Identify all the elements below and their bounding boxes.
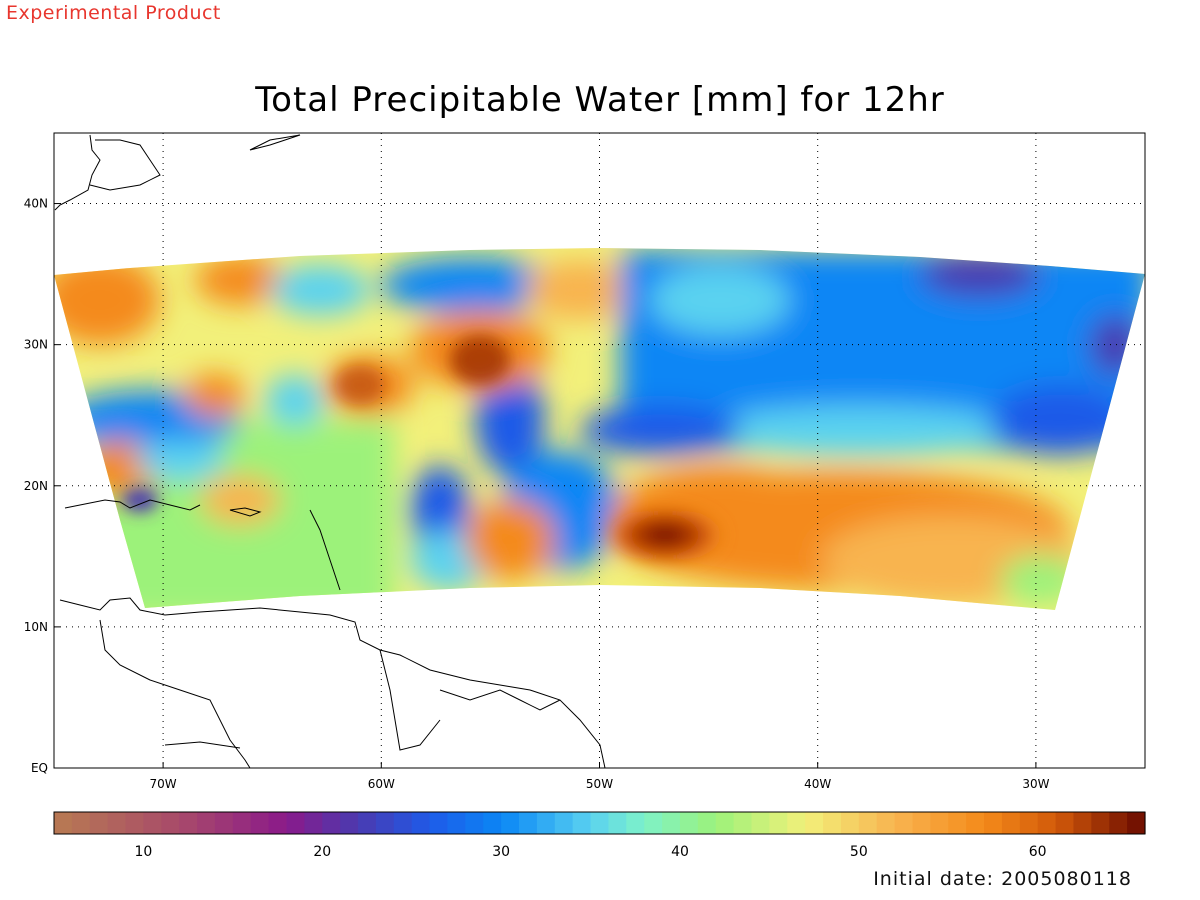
colorbar-cell bbox=[375, 812, 395, 834]
colorbar-cell bbox=[214, 812, 234, 834]
colorbar-cell bbox=[125, 812, 145, 834]
colorbar-tick-label: 60 bbox=[1029, 844, 1047, 860]
colorbar-cell bbox=[179, 812, 198, 834]
colorbar-cell bbox=[340, 812, 359, 834]
colorbar-cell bbox=[590, 812, 610, 834]
colorbar-cell bbox=[358, 812, 377, 834]
colorbar-cell bbox=[1037, 812, 1057, 834]
colorbar-cell bbox=[608, 812, 627, 834]
colorbar-cell bbox=[715, 812, 735, 834]
colorbar-cell bbox=[519, 812, 538, 834]
north-america-coast bbox=[54, 134, 101, 211]
colorbar-cell bbox=[286, 812, 305, 834]
colorbar-cell bbox=[733, 812, 753, 834]
colorbar-cell bbox=[984, 812, 1003, 834]
colorbar-frame bbox=[53, 811, 1146, 835]
colorbar-cell bbox=[107, 812, 127, 834]
colorbar-cell bbox=[429, 812, 449, 834]
colorbar-cell bbox=[644, 812, 663, 834]
colorbar-cell bbox=[89, 812, 109, 834]
suriname-border bbox=[439, 689, 561, 711]
colorbar-cell bbox=[626, 812, 645, 834]
colorbar-cell bbox=[662, 812, 681, 834]
colorbar-cell bbox=[161, 812, 180, 834]
colorbar-cell bbox=[411, 812, 431, 834]
colorbar-cell bbox=[876, 812, 896, 834]
colorbar-cell bbox=[501, 812, 520, 834]
puerto-rico bbox=[229, 507, 262, 517]
colorbar-cell bbox=[787, 812, 806, 834]
lat-tick-label: 20N bbox=[24, 479, 48, 493]
lon-tick-label: 40W bbox=[804, 777, 831, 791]
colorbar-cell bbox=[840, 812, 860, 834]
colorbar-cell bbox=[572, 812, 592, 834]
colorbar: 10 20 30 40 50 60 bbox=[53, 811, 1146, 860]
colorbar-cell bbox=[1073, 812, 1092, 834]
colorbar-cell bbox=[268, 812, 288, 834]
hispaniola-coast bbox=[64, 499, 201, 511]
colorbar-cell bbox=[232, 812, 252, 834]
colorbar-cell bbox=[1019, 812, 1039, 834]
lat-tick-label: 10N bbox=[24, 620, 48, 634]
colorbar-cell bbox=[483, 812, 502, 834]
colorbar-cell bbox=[71, 812, 91, 834]
colorbar-cell bbox=[769, 812, 788, 834]
lon-tick-label: 50W bbox=[586, 777, 613, 791]
colorbar-cell bbox=[465, 812, 484, 834]
latitude-labels: EQ 10N 20N 30N 40N bbox=[24, 197, 60, 775]
colorbar-cell bbox=[143, 812, 162, 834]
brazil-border bbox=[164, 741, 241, 749]
colorbar-cell bbox=[1055, 812, 1075, 834]
colorbar-cell bbox=[966, 812, 985, 834]
lon-tick-label: 70W bbox=[150, 777, 177, 791]
lat-tick-label: 40N bbox=[24, 197, 48, 211]
colorbar-tick-label: 10 bbox=[135, 844, 153, 860]
colorbar-tick-label: 50 bbox=[850, 844, 868, 860]
lesser-antilles bbox=[309, 509, 341, 591]
colorbar-cell bbox=[536, 812, 556, 834]
lon-tick-label: 30W bbox=[1022, 777, 1049, 791]
colorbar-tick-labels: 10 20 30 40 50 60 bbox=[135, 844, 1047, 860]
colorbar-cell bbox=[805, 812, 824, 834]
colorbar-tick-label: 40 bbox=[671, 844, 689, 860]
lat-tick-label: 30N bbox=[24, 338, 48, 352]
colorbar-cell bbox=[858, 812, 878, 834]
colorbar-cell bbox=[304, 812, 323, 834]
colorbar-cell bbox=[1127, 812, 1146, 834]
coastlines bbox=[54, 134, 606, 768]
precipitable-water-field bbox=[54, 248, 1145, 610]
colorbar-cell bbox=[751, 812, 771, 834]
venezuela-interior bbox=[99, 619, 251, 768]
lat-tick-label: EQ bbox=[31, 761, 48, 775]
colorbar-cell bbox=[322, 812, 341, 834]
colorbar-cell bbox=[197, 812, 216, 834]
colorbar-cell bbox=[948, 812, 967, 834]
south-america-coast bbox=[59, 597, 606, 768]
colorbar-cell bbox=[1091, 812, 1110, 834]
colorbar-cell bbox=[1109, 812, 1128, 834]
newfoundland bbox=[249, 134, 301, 151]
colorbar-cell bbox=[447, 812, 466, 834]
colorbar-cell bbox=[679, 812, 699, 834]
colorbar-tick-label: 20 bbox=[313, 844, 331, 860]
colorbar-cell bbox=[894, 812, 914, 834]
colorbar-cell bbox=[250, 812, 270, 834]
colorbar-cell bbox=[823, 812, 842, 834]
experimental-product-label: Experimental Product bbox=[6, 2, 221, 24]
colorbar-cell bbox=[912, 812, 931, 834]
colorbar-cell bbox=[54, 812, 73, 834]
colorbar-cell bbox=[1001, 812, 1021, 834]
colorbar-cell bbox=[697, 812, 717, 834]
longitude-labels: 70W 60W 50W 40W 30W bbox=[150, 762, 1050, 791]
map-title: Total Precipitable Water [mm] for 12hr bbox=[255, 80, 945, 120]
colorbar-cell bbox=[393, 812, 413, 834]
canada-maritimes bbox=[89, 139, 161, 191]
colorbar-cell bbox=[930, 812, 949, 834]
colorbar-cell bbox=[554, 812, 574, 834]
colorbar-tick-label: 30 bbox=[492, 844, 510, 860]
initial-date: Initial date: 2005080118 bbox=[873, 868, 1132, 890]
lon-tick-label: 60W bbox=[368, 777, 395, 791]
guyana-border bbox=[379, 649, 441, 751]
